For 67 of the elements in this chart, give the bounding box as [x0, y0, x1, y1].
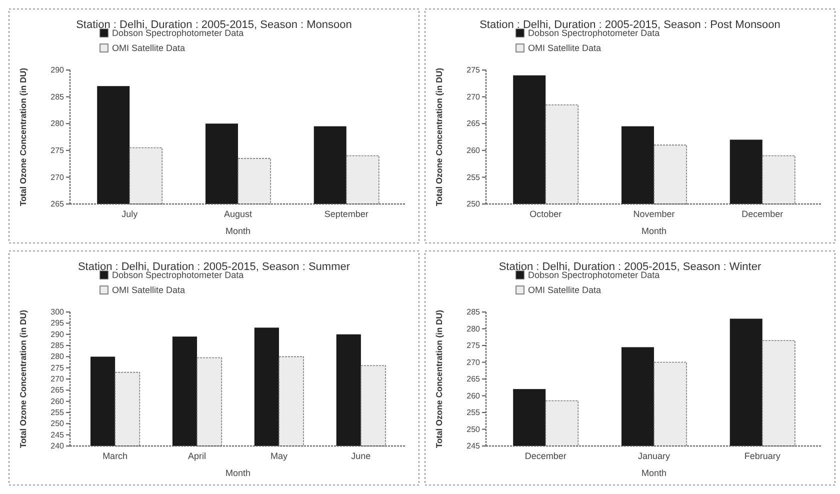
y-tick-label: 295 — [50, 318, 65, 328]
y-tick-label: 270 — [50, 374, 65, 384]
y-tick-label: 255 — [466, 172, 481, 182]
y-tick-label: 285 — [50, 92, 65, 102]
x-axis-title: Month — [641, 226, 667, 236]
legend-label: OMI Satellite Data — [112, 285, 186, 295]
x-tick-label: February — [744, 451, 781, 461]
y-tick-label: 290 — [50, 330, 65, 339]
y-tick-label: 260 — [466, 391, 481, 400]
chart-title: Station : Delhi, Duration : 2005-2015, Season : Monsoon — [76, 19, 352, 31]
x-tick-label: December — [742, 209, 784, 219]
y-tick-label: 255 — [50, 408, 65, 418]
y-tick-label: 260 — [50, 396, 65, 406]
y-tick-label: 275 — [466, 66, 481, 75]
x-tick-label: September — [324, 209, 368, 219]
y-tick-label: 285 — [50, 341, 65, 350]
y-tick-label: 280 — [50, 119, 65, 128]
y-tick-label: 250 — [50, 419, 65, 428]
legend-label: OMI Satellite Data — [112, 43, 186, 53]
x-tick-label: December — [524, 451, 566, 461]
y-tick-label: 290 — [50, 66, 65, 75]
x-tick-label: November — [633, 209, 675, 219]
y-tick-label: 285 — [466, 308, 481, 317]
x-axis-title: Month — [225, 468, 251, 478]
x-axis-title: Month — [225, 226, 251, 236]
y-tick-label: 275 — [466, 341, 481, 350]
legend-label: Dobson Spectrophotometer Data — [528, 270, 660, 280]
x-tick-label: June — [351, 451, 371, 461]
legend-label: Dobson Spectrophotometer Data — [528, 28, 660, 38]
y-axis-title: Total Ozone Concentration (in DU) — [434, 310, 444, 448]
y-tick-label: 255 — [466, 408, 481, 418]
chart-title: Station : Delhi, Duration : 2005-2015, Season : Summer — [78, 261, 350, 273]
y-tick-label: 265 — [50, 200, 65, 209]
x-tick-label: March — [102, 451, 128, 461]
y-tick-label: 270 — [466, 358, 481, 367]
y-tick-label: 280 — [466, 324, 481, 334]
x-tick-label: January — [638, 451, 671, 461]
y-tick-label: 250 — [466, 200, 481, 209]
y-tick-label: 240 — [50, 442, 65, 451]
y-tick-label: 270 — [50, 172, 65, 182]
chart-title: Station : Delhi, Duration : 2005-2015, Season : Winter — [498, 261, 762, 273]
x-axis-title: Month — [641, 468, 667, 478]
y-tick-label: 245 — [466, 442, 481, 451]
y-tick-label: 265 — [50, 386, 65, 395]
y-axis-title: Total Ozone Concentration (in DU) — [18, 310, 28, 448]
y-tick-label: 260 — [466, 146, 481, 155]
x-tick-label: October — [530, 209, 562, 219]
y-tick-label: 280 — [50, 352, 65, 362]
y-axis-title: Total Ozone Concentration (in DU) — [434, 68, 444, 206]
legend-label: Dobson Spectrophotometer Data — [112, 270, 244, 280]
chart-title: Station : Delhi, Duration : 2005-2015, Season : Post Monsoon — [480, 19, 780, 31]
y-tick-label: 265 — [466, 119, 481, 128]
x-tick-label: July — [122, 209, 138, 219]
y-tick-label: 275 — [50, 363, 65, 372]
legend-label: Dobson Spectrophotometer Data — [112, 28, 244, 38]
y-tick-label: 270 — [466, 92, 481, 102]
x-tick-label: May — [270, 451, 288, 461]
y-tick-label: 275 — [50, 146, 65, 155]
y-tick-label: 300 — [50, 308, 65, 317]
x-tick-label: August — [224, 209, 253, 219]
legend-label: OMI Satellite Data — [528, 43, 602, 53]
x-tick-label: April — [188, 451, 206, 461]
legend-label: OMI Satellite Data — [528, 285, 602, 295]
y-axis-title: Total Ozone Concentration (in DU) — [18, 68, 28, 206]
y-tick-label: 245 — [50, 430, 65, 440]
y-tick-label: 250 — [466, 424, 481, 434]
y-tick-label: 265 — [466, 374, 481, 384]
